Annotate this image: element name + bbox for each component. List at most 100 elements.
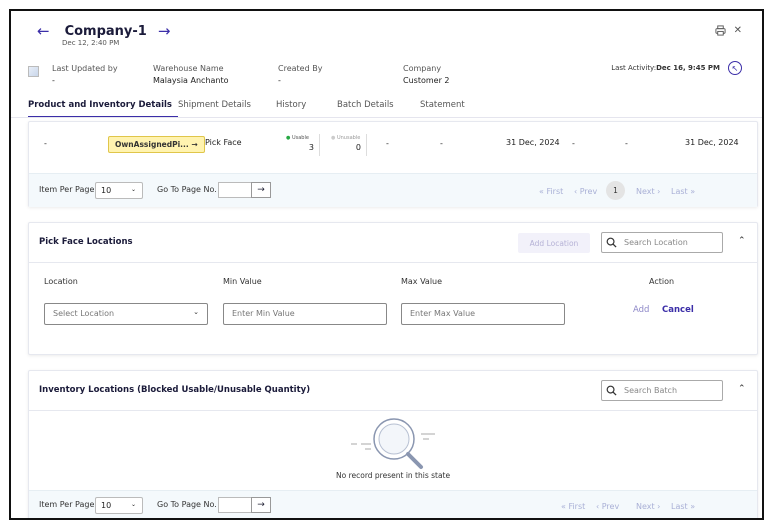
usable-block: ● Usable 3 — [286, 135, 314, 152]
chevron-up-icon[interactable]: ⌃ — [738, 384, 746, 394]
tab-history[interactable]: History — [276, 100, 307, 110]
cell-date2: 31 Dec, 2024 — [685, 138, 739, 147]
tab-divider — [11, 117, 762, 118]
company-value: Customer 2 — [403, 76, 450, 85]
chevron-up-icon[interactable]: ⌃ — [738, 236, 746, 246]
select-location-dropdown[interactable]: Select Location ⌄ — [44, 303, 208, 325]
inventory-locations-title: Inventory Locations (Blocked Usable/Unus… — [39, 385, 311, 395]
goto-input[interactable] — [218, 497, 252, 513]
warehouse-block: Warehouse Name Malaysia Anchanto — [153, 64, 229, 85]
broken-image-icon — [28, 66, 39, 77]
last-updated-value: - — [52, 76, 55, 85]
select-location-placeholder: Select Location — [53, 309, 115, 318]
first-page-link[interactable]: « First — [561, 502, 586, 511]
chevron-down-icon: ⌄ — [193, 308, 199, 316]
first-label: First — [546, 187, 564, 196]
next-label: Next — [636, 502, 655, 511]
goto-arrow-icon[interactable]: → — [251, 497, 271, 513]
back-arrow-icon[interactable]: ← — [37, 22, 50, 40]
next-label: Next — [636, 187, 655, 196]
col-action-label: Action — [649, 277, 675, 286]
goto-label: Go To Page No. — [157, 185, 217, 194]
inventory-table-card: - OwnAssignedPi... → Pick Face ● Usable … — [28, 121, 758, 207]
prev-page-link[interactable]: ‹ Prev — [596, 502, 620, 511]
last-activity-value: Dec 16, 9:45 PM — [656, 64, 720, 72]
pick-face-title: Pick Face Locations — [39, 237, 133, 247]
prev-label: Prev — [601, 502, 620, 511]
search-batch-placeholder: Search Batch — [624, 386, 678, 395]
last-page-link[interactable]: Last » — [671, 187, 696, 196]
created-by-label: Created By — [278, 64, 323, 73]
warehouse-label: Warehouse Name — [153, 64, 224, 73]
max-value-input[interactable]: Enter Max Value — [401, 303, 565, 325]
cell-date1: 31 Dec, 2024 — [506, 138, 560, 147]
search-location-input[interactable]: Search Location — [601, 232, 723, 253]
add-location-button[interactable]: Add Location — [518, 233, 590, 253]
per-page-value: 10 — [101, 186, 112, 195]
cell-col6: - — [440, 139, 443, 148]
cancel-link[interactable]: Cancel — [662, 305, 694, 315]
max-value-placeholder: Enter Max Value — [410, 309, 476, 318]
search-icon — [606, 237, 617, 248]
page-title: Company-1 — [64, 23, 147, 39]
title-row: ← Company-1 → — [37, 22, 170, 40]
next-page-link[interactable]: Next › — [636, 187, 661, 196]
min-value-placeholder: Enter Min Value — [232, 309, 295, 318]
search-batch-input[interactable]: Search Batch — [601, 380, 723, 401]
last-activity-label: Last Activity: — [611, 64, 657, 72]
min-value-input[interactable]: Enter Min Value — [223, 303, 387, 325]
unusable-block: ● Unusable 0 — [331, 135, 361, 152]
goto-input[interactable] — [218, 182, 252, 198]
next-page-link[interactable]: Next › — [636, 502, 661, 511]
usable-value: 3 — [308, 143, 314, 152]
pager-top: Item Per Page 10 ⌄ Go To Page No. → « Fi… — [29, 173, 757, 207]
first-page-link[interactable]: « First — [539, 187, 564, 196]
created-by-block: Created By - — [278, 64, 322, 85]
warehouse-value: Malaysia Anchanto — [153, 76, 229, 85]
location-tag[interactable]: OwnAssignedPi... → — [108, 136, 205, 153]
last-page-link[interactable]: Last » — [671, 502, 696, 511]
last-updated-label: Last Updated by — [52, 64, 118, 73]
tab-batch-details[interactable]: Batch Details — [337, 100, 394, 110]
page-number[interactable]: 1 — [606, 181, 625, 200]
unusable-label: Unusable — [336, 135, 361, 141]
prev-page-link[interactable]: ‹ Prev — [574, 187, 598, 196]
location-tag-label: OwnAssignedPi... — [115, 140, 189, 149]
per-page-label: Item Per Page — [39, 500, 95, 509]
search-location-placeholder: Search Location — [624, 238, 688, 247]
cell-col1: - — [44, 139, 47, 148]
col-location-label: Location — [44, 277, 78, 286]
last-label: Last — [671, 187, 688, 196]
per-page-select[interactable]: 10 ⌄ — [95, 497, 143, 514]
unusable-divider — [366, 134, 367, 156]
col-min-label: Min Value — [223, 277, 262, 286]
per-page-value: 10 — [101, 501, 112, 510]
per-page-select[interactable]: 10 ⌄ — [95, 182, 143, 199]
pick-face-card: Pick Face Locations Add Location Search … — [28, 222, 758, 355]
print-icon[interactable] — [715, 25, 726, 39]
forward-arrow-icon[interactable]: → — [157, 22, 171, 40]
company-block: Company Customer 2 — [403, 64, 450, 85]
empty-state-magnifier-icon — [351, 418, 435, 469]
tab-shipment-details[interactable]: Shipment Details — [178, 100, 251, 110]
last-activity: Last Activity:Dec 16, 9:45 PM — [611, 64, 720, 72]
goto-label: Go To Page No. — [157, 500, 217, 509]
close-icon[interactable]: ✕ — [733, 25, 742, 36]
tab-product-inventory[interactable]: Product and Inventory Details — [28, 100, 178, 118]
cell-type: Pick Face — [205, 138, 242, 147]
collapse-arrow-icon[interactable]: ↖ — [728, 61, 742, 75]
page-date: Dec 12, 2:40 PM — [62, 39, 120, 47]
cell-col5: - — [386, 139, 389, 148]
unusable-value: 0 — [355, 143, 361, 152]
last-label: Last — [671, 502, 688, 511]
company-label: Company — [403, 64, 442, 73]
inventory-divider — [29, 410, 757, 411]
created-by-value: - — [278, 76, 281, 85]
add-link[interactable]: Add — [633, 305, 650, 315]
usable-label: Usable — [291, 135, 309, 141]
first-label: First — [568, 502, 586, 511]
goto-arrow-icon[interactable]: → — [251, 182, 271, 198]
tab-statement[interactable]: Statement — [420, 100, 465, 110]
pick-face-divider — [29, 262, 757, 263]
arrow-right-icon: → — [191, 140, 198, 149]
